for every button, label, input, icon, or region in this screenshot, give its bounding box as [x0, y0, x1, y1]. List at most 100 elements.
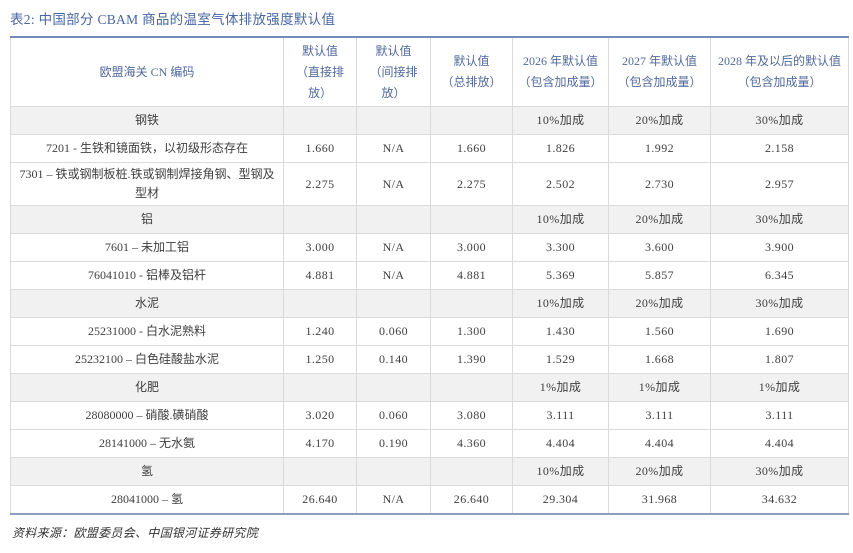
value-cell: 1%加成	[512, 373, 609, 402]
value-cell: 4.404	[710, 429, 849, 458]
value-cell: 0.060	[356, 401, 431, 430]
value-cell: 1.690	[710, 317, 849, 346]
value-cell: 1.668	[608, 345, 711, 374]
table-row: 25232100 – 白色硅酸盐水泥 1.250 0.140 1.390 1.529 1.…	[10, 345, 849, 374]
column-header-2027-default: 2027 年默认值 （包含加成量）	[608, 36, 711, 107]
value-cell: 3.000	[283, 233, 357, 262]
value-cell	[356, 205, 431, 234]
table-row: 7601 – 未加工铝 3.000 N/A 3.000 3.300 3.600 3.900	[10, 233, 849, 262]
value-cell: 1.560	[608, 317, 711, 346]
value-cell: 3.020	[283, 401, 357, 430]
value-cell: 4.360	[430, 429, 513, 458]
value-cell	[283, 205, 357, 234]
table-row: 7301 – 铁或钢制板桩.铁或钢制焊接角钢、型钢及型材 2.275 N/A 2.27…	[10, 162, 849, 206]
table-row: 7201 - 生铁和镜面铁，以初级形态存在 1.660 N/A 1.660 1.826 1…	[10, 134, 849, 163]
value-cell: 3.111	[512, 401, 609, 430]
value-cell: 1%加成	[608, 373, 711, 402]
value-cell: 6.345	[710, 261, 849, 290]
table-row: 28041000 – 氢 26.640 N/A 26.640 29.304 31.968 3…	[10, 485, 849, 515]
value-cell: 3.600	[608, 233, 711, 262]
section-label: 水泥	[10, 289, 284, 318]
value-cell: 2.275	[430, 162, 513, 206]
section-label: 化肥	[10, 373, 284, 402]
cn-code-label: 28041000 – 氢	[10, 485, 284, 515]
value-cell: 2.158	[710, 134, 849, 163]
value-cell: 1.430	[512, 317, 609, 346]
value-cell: 2.730	[608, 162, 711, 206]
value-cell: N/A	[356, 261, 431, 290]
table-row: 28080000 – 硝酸.磺硝酸 3.020 0.060 3.080 3.111 3.1…	[10, 401, 849, 430]
column-header-2026-default: 2026 年默认值 （包含加成量）	[512, 36, 609, 107]
value-cell: 2.275	[283, 162, 357, 206]
cbam-default-values-table: 欧盟海关 CN 编码 默认值 （直接排放） 默认值 （间接排放） 默认值 （总排…	[10, 36, 849, 515]
section-row: 铝 10%加成 20%加成 30%加成	[10, 205, 849, 234]
column-header-total-emissions: 默认值 （总排放）	[430, 36, 513, 107]
value-cell: 1.300	[430, 317, 513, 346]
value-cell	[430, 457, 513, 486]
value-cell: 4.404	[608, 429, 711, 458]
value-cell: 30%加成	[710, 205, 849, 234]
value-cell: N/A	[356, 162, 431, 206]
section-row: 钢铁 10%加成 20%加成 30%加成	[10, 106, 849, 135]
value-cell	[356, 457, 431, 486]
value-cell: 10%加成	[512, 289, 609, 318]
value-cell: 1.390	[430, 345, 513, 374]
table-title: 表2: 中国部分 CBAM 商品的温室气体排放强度默认值	[10, 12, 336, 27]
value-cell: 3.080	[430, 401, 513, 430]
value-cell: 10%加成	[512, 205, 609, 234]
value-cell: 1.240	[283, 317, 357, 346]
value-cell: 30%加成	[710, 289, 849, 318]
section-label: 钢铁	[10, 106, 284, 135]
value-cell: 0.190	[356, 429, 431, 458]
header-row: 欧盟海关 CN 编码 默认值 （直接排放） 默认值 （间接排放） 默认值 （总排…	[10, 36, 849, 107]
value-cell	[356, 289, 431, 318]
value-cell: 1.529	[512, 345, 609, 374]
value-cell	[283, 373, 357, 402]
cn-code-label: 25231000 - 白水泥熟料	[10, 317, 284, 346]
value-cell	[283, 457, 357, 486]
value-cell: 1.807	[710, 345, 849, 374]
value-cell: 20%加成	[608, 457, 711, 486]
value-cell: 3.000	[430, 233, 513, 262]
value-cell	[283, 289, 357, 318]
value-cell: 1.660	[283, 134, 357, 163]
column-header-2028-default: 2028 年及以后的默认值 （包含加成量）	[710, 36, 849, 107]
cn-code-label: 76041010 - 铝棒及铝杆	[10, 261, 284, 290]
table-header: 欧盟海关 CN 编码 默认值 （直接排放） 默认值 （间接排放） 默认值 （总排…	[10, 36, 849, 107]
value-cell: 5.857	[608, 261, 711, 290]
cn-code-label: 28141000 – 无水氨	[10, 429, 284, 458]
value-cell: 0.140	[356, 345, 431, 374]
cn-code-label: 7201 - 生铁和镜面铁，以初级形态存在	[10, 134, 284, 163]
value-cell	[430, 373, 513, 402]
cn-code-label: 7601 – 未加工铝	[10, 233, 284, 262]
value-cell: 30%加成	[710, 106, 849, 135]
value-cell: 2.502	[512, 162, 609, 206]
column-header-direct-emissions: 默认值 （直接排放）	[283, 36, 357, 107]
value-cell	[356, 373, 431, 402]
value-cell: N/A	[356, 485, 431, 515]
value-cell: 1.826	[512, 134, 609, 163]
table-row: 76041010 - 铝棒及铝杆 4.881 N/A 4.881 5.369 5.857 6…	[10, 261, 849, 290]
value-cell: 3.300	[512, 233, 609, 262]
value-cell: 1.250	[283, 345, 357, 374]
value-cell: N/A	[356, 233, 431, 262]
value-cell	[430, 205, 513, 234]
value-cell: 10%加成	[512, 457, 609, 486]
table-row: 25231000 - 白水泥熟料 1.240 0.060 1.300 1.430 1.56…	[10, 317, 849, 346]
value-cell: 1%加成	[710, 373, 849, 402]
value-cell	[283, 106, 357, 135]
table-row: 28141000 – 无水氨 4.170 0.190 4.360 4.404 4.404 4…	[10, 429, 849, 458]
table-body: 钢铁 10%加成 20%加成 30%加成 7201 - 生铁和镜面铁，以初级形态存在 1.…	[10, 106, 849, 515]
value-cell	[430, 106, 513, 135]
section-row: 氢 10%加成 20%加成 30%加成	[10, 457, 849, 486]
section-label: 铝	[10, 205, 284, 234]
value-cell: 3.111	[710, 401, 849, 430]
value-cell: 3.111	[608, 401, 711, 430]
value-cell: 2.957	[710, 162, 849, 206]
value-cell: 26.640	[430, 485, 513, 515]
cn-code-label: 28080000 – 硝酸.磺硝酸	[10, 401, 284, 430]
cn-code-label: 25232100 – 白色硅酸盐水泥	[10, 345, 284, 374]
value-cell: 4.404	[512, 429, 609, 458]
value-cell: 26.640	[283, 485, 357, 515]
value-cell: 29.304	[512, 485, 609, 515]
